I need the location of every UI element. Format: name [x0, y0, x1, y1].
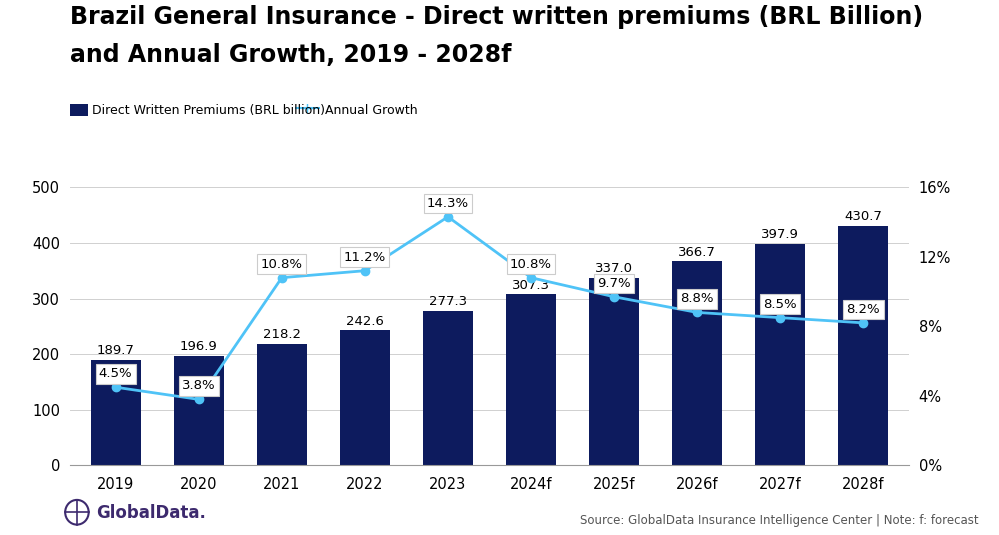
Bar — [340, 331, 390, 465]
Bar — [589, 278, 639, 465]
Text: 277.3: 277.3 — [429, 295, 467, 308]
Text: 337.0: 337.0 — [595, 262, 633, 275]
Bar — [257, 344, 307, 465]
Text: 397.9: 397.9 — [761, 228, 799, 241]
Bar — [423, 311, 473, 465]
Bar — [506, 294, 556, 465]
Text: 11.2%: 11.2% — [344, 251, 386, 264]
Text: 10.8%: 10.8% — [261, 258, 303, 271]
Text: Brazil General Insurance - Direct written premiums (BRL Billion): Brazil General Insurance - Direct writte… — [70, 5, 923, 29]
Bar — [672, 262, 722, 465]
Text: 430.7: 430.7 — [844, 210, 882, 223]
Text: 242.6: 242.6 — [346, 315, 384, 327]
Text: 8.8%: 8.8% — [680, 293, 714, 305]
Bar — [174, 356, 224, 465]
Text: 10.8%: 10.8% — [510, 258, 552, 271]
Text: 218.2: 218.2 — [263, 328, 301, 341]
Bar — [91, 360, 141, 465]
Bar — [755, 244, 805, 465]
Text: 196.9: 196.9 — [180, 340, 218, 353]
Text: 9.7%: 9.7% — [597, 277, 631, 290]
Text: 189.7: 189.7 — [97, 344, 135, 357]
Text: GlobalData.: GlobalData. — [96, 503, 206, 522]
Text: 8.2%: 8.2% — [846, 303, 880, 316]
Bar — [838, 226, 888, 465]
Text: Annual Growth: Annual Growth — [325, 104, 418, 117]
Text: 3.8%: 3.8% — [182, 379, 216, 393]
Text: and Annual Growth, 2019 - 2028f: and Annual Growth, 2019 - 2028f — [70, 43, 511, 67]
Text: 366.7: 366.7 — [678, 246, 716, 258]
Text: 4.5%: 4.5% — [99, 367, 133, 380]
Text: 307.3: 307.3 — [512, 279, 550, 292]
Text: 8.5%: 8.5% — [763, 297, 797, 311]
Text: Source: GlobalData Insurance Intelligence Center | Note: f: forecast: Source: GlobalData Insurance Intelligenc… — [580, 514, 979, 527]
Text: 14.3%: 14.3% — [427, 197, 469, 210]
Text: Direct Written Premiums (BRL billion): Direct Written Premiums (BRL billion) — [92, 104, 325, 117]
